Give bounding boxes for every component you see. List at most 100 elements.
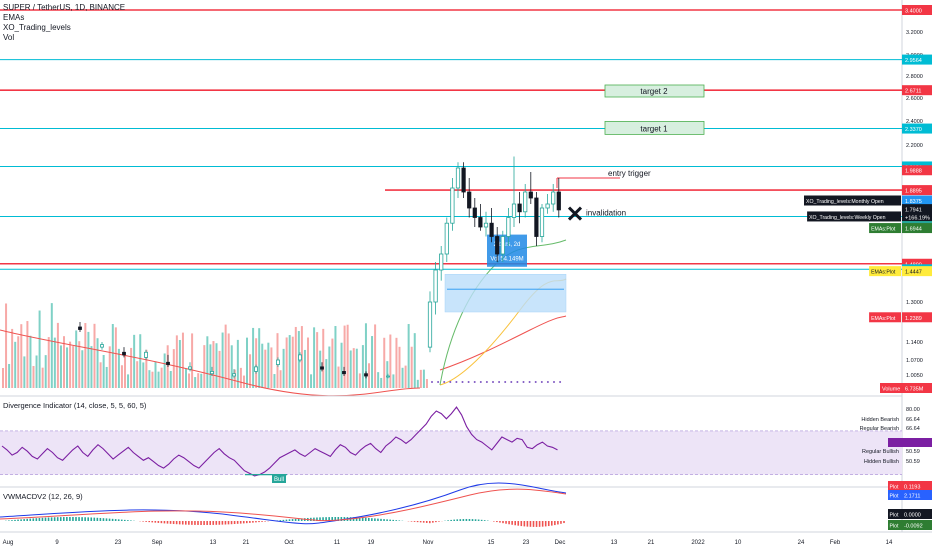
macd-hist-bar xyxy=(75,517,77,521)
candle-body xyxy=(473,208,476,218)
macd-value-3: -0.0092 xyxy=(904,524,923,530)
volume-bar xyxy=(26,321,28,388)
legend-item-emas[interactable]: EMAs xyxy=(3,13,125,23)
macd-hist-bar xyxy=(243,521,245,523)
price-tick-4: 2.6000 xyxy=(906,96,923,102)
candle-body xyxy=(189,367,192,369)
volume-bar xyxy=(87,332,89,388)
macd-hist-bar xyxy=(36,518,38,521)
macd-hist-bar xyxy=(560,521,562,524)
macd-hist-bar xyxy=(69,517,71,521)
macd-hist-bar xyxy=(341,517,343,521)
volume-bar xyxy=(8,364,10,388)
macd-hist-bar xyxy=(87,517,89,521)
time-tick-14: 21 xyxy=(648,540,655,546)
macd-hist-bar xyxy=(151,521,153,522)
legend-item-levels[interactable]: XO_Trading_levels xyxy=(3,23,125,33)
volume-bar xyxy=(100,362,102,388)
macd-hist-bar xyxy=(29,519,31,521)
trail-dot xyxy=(559,381,561,383)
volume-bar xyxy=(304,350,306,388)
macd-hist-bar xyxy=(380,519,382,521)
macd-hist-bar xyxy=(48,517,50,521)
volume-bar xyxy=(258,328,260,388)
volume-bar xyxy=(316,332,318,388)
volume-bar xyxy=(188,373,190,388)
volume-bar xyxy=(222,333,224,388)
macd-hist-bar xyxy=(185,521,187,525)
volume-bar xyxy=(420,370,422,388)
volume-bar xyxy=(5,303,7,388)
level-label-5: 1.8895 xyxy=(905,189,922,195)
macd-hist-bar xyxy=(106,518,108,521)
macd-hist-bar xyxy=(124,520,126,521)
measure-tooltip-line2: Vol 54.149M xyxy=(490,256,523,262)
macd-hist-bar xyxy=(502,521,504,523)
volume-bar xyxy=(164,353,166,388)
macd-value-1: 2.1711 xyxy=(904,494,920,500)
price-tick-6: 2.2000 xyxy=(906,143,923,149)
macd-hist-bar xyxy=(90,517,92,521)
macd-hist-bar xyxy=(414,521,416,522)
candle-body xyxy=(546,204,549,208)
volume-bar xyxy=(399,347,401,388)
macd-hist-bar xyxy=(386,519,388,521)
volume-bar xyxy=(408,324,410,388)
macd-hist-bar xyxy=(23,519,25,521)
volume-bar xyxy=(127,374,129,388)
macd-tag-1: Plot xyxy=(890,494,899,500)
macd-hist-bar xyxy=(109,519,111,521)
volume-bar xyxy=(106,367,108,388)
volume-bar xyxy=(121,365,123,388)
volume-bar xyxy=(243,376,245,388)
price-tick-12: 1.0050 xyxy=(906,373,923,379)
macd-tag-3: Plot xyxy=(890,524,899,530)
macd-hist-bar xyxy=(517,521,519,526)
volume-bar xyxy=(377,372,379,388)
trail-dot xyxy=(516,381,518,383)
volume-bar xyxy=(286,337,288,388)
volume-bar xyxy=(51,303,53,388)
candle-body xyxy=(101,345,104,348)
volume-bar xyxy=(57,323,59,388)
volume-bar xyxy=(368,363,370,388)
volume-bar xyxy=(206,336,208,388)
trail-dot xyxy=(474,381,476,383)
time-tick-1: 9 xyxy=(55,540,59,546)
candle-body xyxy=(428,302,431,347)
target-2-label: target 2 xyxy=(640,87,668,96)
target-1-label: target 1 xyxy=(640,124,668,133)
legend-item-vol[interactable]: Vol xyxy=(3,33,125,43)
time-tick-0: Aug xyxy=(3,540,14,546)
candle-body xyxy=(387,376,390,377)
volume-bar xyxy=(295,327,297,388)
candle-body xyxy=(365,374,368,376)
trail-dot xyxy=(510,381,512,383)
volume-bar xyxy=(228,333,230,388)
volume-bar xyxy=(200,374,202,388)
time-tick-2: 23 xyxy=(115,540,122,546)
volume-bar xyxy=(280,370,282,388)
macd-hist-bar xyxy=(493,521,495,522)
trail-dot xyxy=(437,381,439,383)
volume-bar xyxy=(48,337,50,388)
macd-hist-bar xyxy=(420,521,422,522)
macd-hist-bar xyxy=(447,520,449,521)
volume-bar xyxy=(72,346,74,388)
price-tick-3: 2.8000 xyxy=(906,74,923,80)
price-tick-10: 1.1400 xyxy=(906,340,923,346)
candle-body xyxy=(123,352,126,355)
macd-hist-bar xyxy=(51,517,53,521)
volume-bar xyxy=(356,349,358,388)
rsi-tick-5: 50.59 xyxy=(906,459,920,465)
divergence-indicator-title: Divergence Indicator (14, close, 5, 5, 6… xyxy=(3,401,146,410)
macd-hist-bar xyxy=(542,521,544,527)
candle-body xyxy=(233,374,236,376)
macd-hist-bar xyxy=(539,521,541,527)
chart-legend: SUPER / TetherUS, 1D, BINANCE EMAs XO_Tr… xyxy=(3,3,125,43)
price-tag-8: 1.2389 xyxy=(905,316,922,322)
volume-bar xyxy=(353,348,355,388)
macd-hist-bar xyxy=(289,519,291,521)
macd-hist-bar xyxy=(255,521,257,522)
